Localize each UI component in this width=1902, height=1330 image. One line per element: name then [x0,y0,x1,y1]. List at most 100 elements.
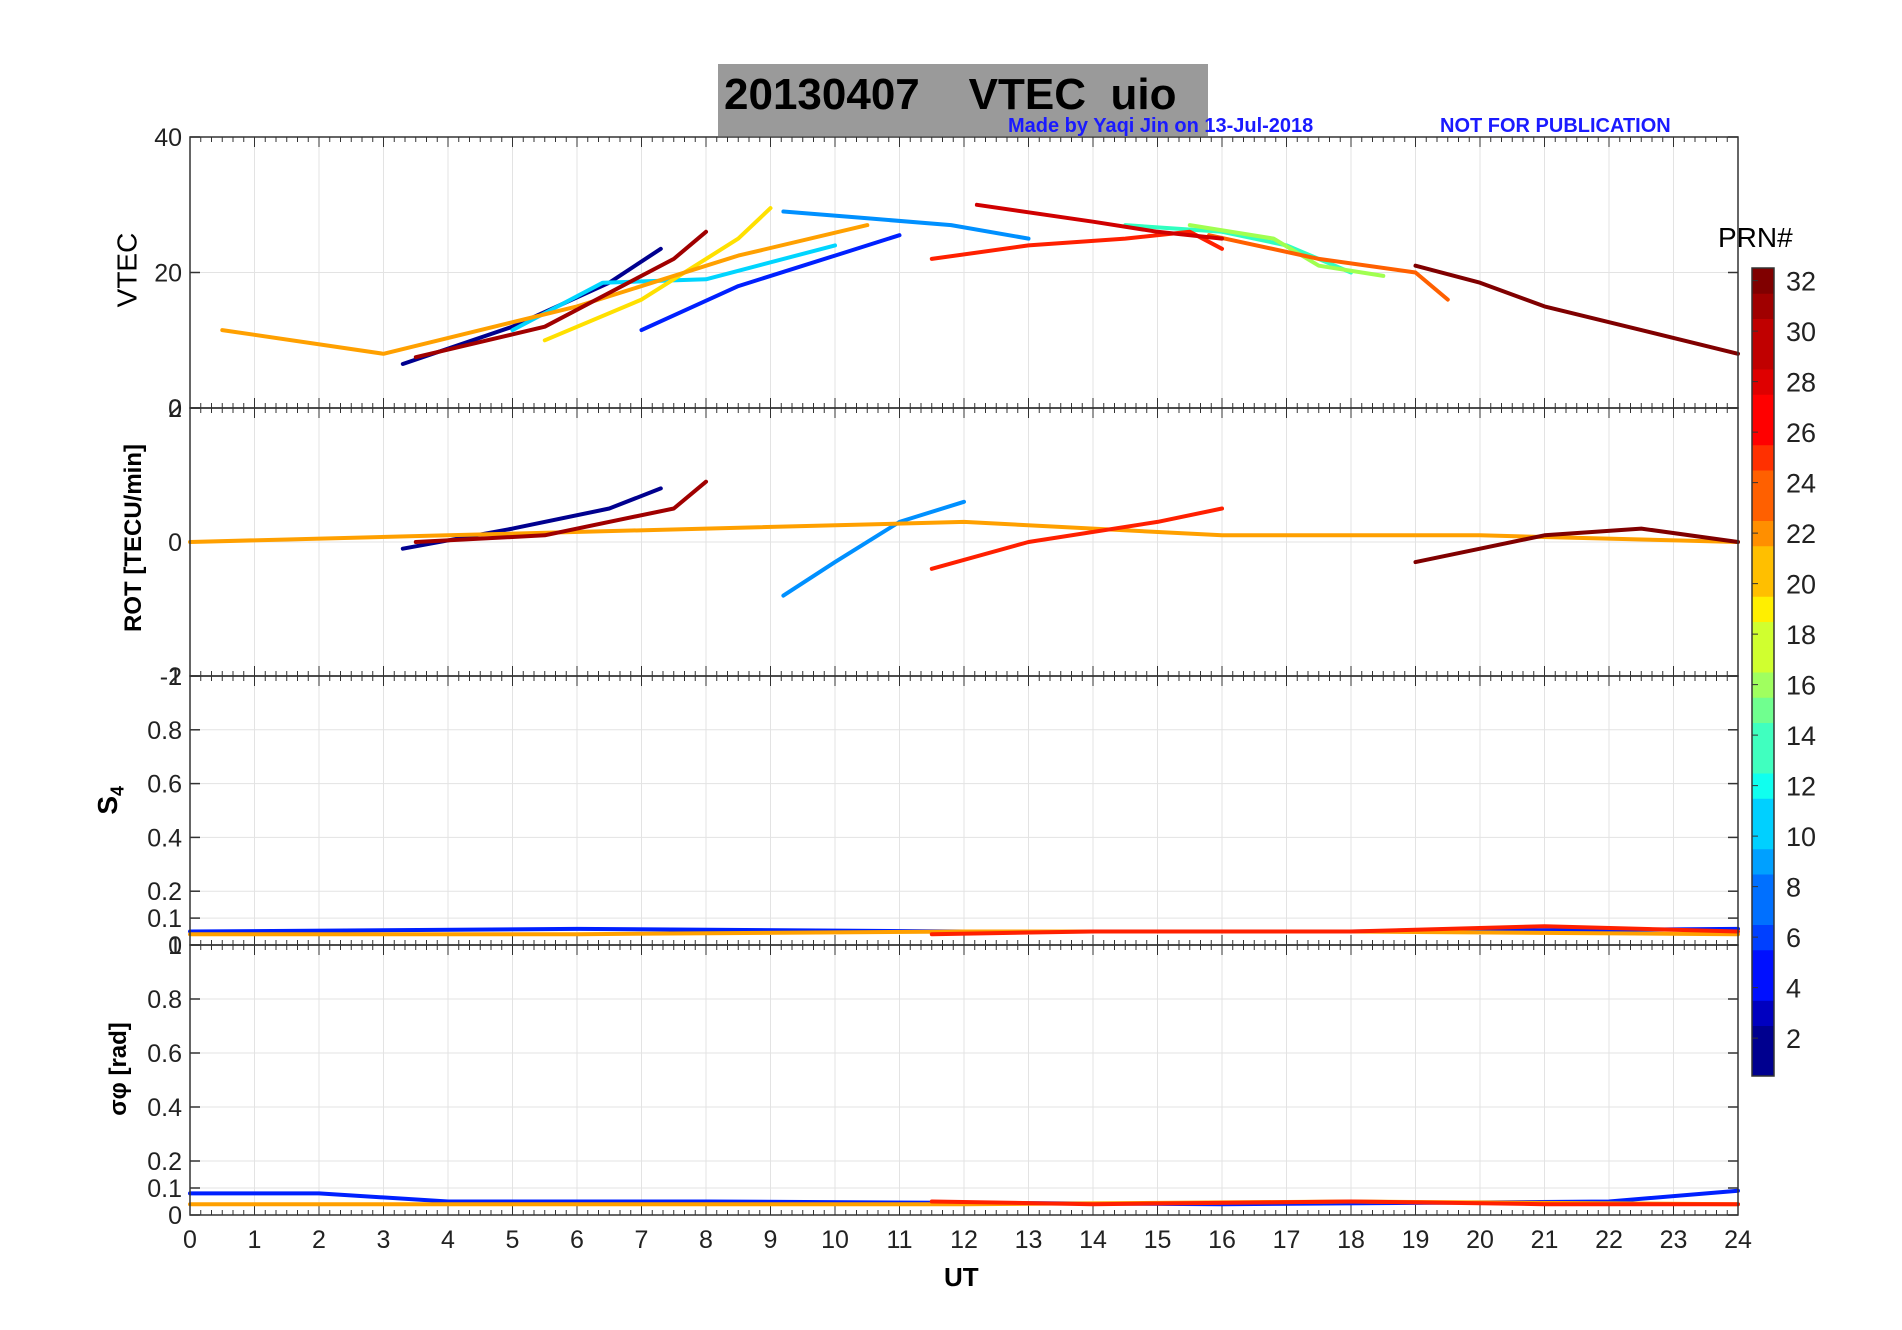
x-tick-label: 1 [248,1226,262,1254]
series-line [188,519,1740,544]
colorbar-tick-label: 16 [1786,671,1816,701]
colorbar-segment [1752,571,1774,597]
title-box [718,64,1208,136]
colorbar-segment [1752,520,1774,547]
colorbar-tick-label: 28 [1786,368,1816,398]
colorbar-segment [1752,924,1774,951]
x-tick-label: 19 [1402,1226,1430,1254]
x-tick-label: 3 [377,1226,391,1254]
colorbar-segment [1752,672,1774,698]
x-tick-label: 16 [1208,1226,1236,1254]
x-tick-label: 18 [1337,1226,1365,1254]
rot-ylabel: ROT [TECU/min] [119,444,147,632]
colorbar-frame [1751,267,1775,1077]
y-tick-label: 1 [168,663,182,691]
colorbar-tick-label: 10 [1786,822,1816,852]
panel-s4: 00.10.2 0.4 0.6 0.8 1 [147,663,1740,960]
title-product: VTEC [968,70,1087,119]
panel-vtec: 0 20 40 [154,124,1740,423]
y-tick-label: 0.2 [147,1148,182,1176]
y-tick-label: 0.8 [147,986,182,1014]
colorbar-segment [1752,1025,1774,1052]
series-line [781,209,1031,241]
colorbar-tick-label: 14 [1786,721,1816,751]
colorbar-segment [1752,293,1774,319]
y-tick-label: 0 [168,1202,182,1230]
colorbar-tick-label: 6 [1786,923,1801,953]
colorbar-tick-label: 22 [1786,519,1816,549]
colorbar-segment [1752,444,1774,471]
x-tick-label: 5 [506,1226,520,1254]
colorbar-tick-label: 32 [1786,267,1816,297]
axes-box [189,944,1739,1216]
colorbar-tick-label: 30 [1786,317,1816,347]
series-line [1207,233,1450,302]
colorbar-segment [1752,646,1774,673]
colorbar-segment [1752,848,1774,875]
credit-warning: NOT FOR PUBLICATION [1440,115,1671,137]
x-tick-label: 4 [441,1226,455,1254]
colorbar-segment [1752,949,1774,976]
y-tick-label: 1 [168,932,182,960]
series-line [220,223,870,356]
y-tick-label: 40 [154,124,182,152]
y-tick-label: 2 [168,395,182,423]
x-tick-label: 15 [1144,1226,1172,1254]
colorbar-segment [1752,495,1774,521]
x-tick-label: 12 [950,1226,978,1254]
colorbar-segment [1752,394,1774,420]
colorbar-segment [1752,621,1774,648]
y-tick-label: 0.8 [147,717,182,745]
colorbar-segment [1752,823,1774,850]
x-tick-label: 10 [821,1226,849,1254]
x-tick-label: 2 [312,1226,326,1254]
x-tick-label: 7 [635,1226,649,1254]
colorbar-tick-label: 24 [1786,469,1816,499]
colorbar-segment [1752,470,1774,496]
series-line [639,233,902,333]
colorbar-segment [1752,318,1774,345]
y-tick-label: 0.2 [147,878,182,906]
x-tick-label: 8 [699,1226,713,1254]
colorbar-segment [1752,899,1774,925]
colorbar-segment [1752,798,1774,824]
series-line [413,229,708,360]
credit-author: Made by Yaqi Jin on 13-Jul-2018 [1008,115,1314,137]
colorbar-tick-label: 12 [1786,772,1816,802]
y-tick-label: 0.4 [147,824,182,852]
colorbar-tick-label: 18 [1786,620,1816,650]
panel-sigma_phi: 00.10.20.40.60.81 [147,932,1740,1230]
colorbar-segment [1752,596,1774,622]
y-tick-label: 0.6 [147,1040,182,1068]
y-tick-label: 20 [154,260,182,288]
colorbar-tick-label: 2 [1786,1024,1801,1054]
colorbar-segment [1752,874,1774,900]
figure-title: 20130407 VTEC uio [724,70,1176,120]
colorbar-segment [1752,1000,1774,1026]
colorbar-segment [1752,369,1774,395]
series-line [929,1199,1740,1207]
colorbar-segment [1752,697,1774,723]
colorbar-segment [1752,975,1774,1001]
x-tick-label: 6 [570,1226,584,1254]
y-tick-label: 0 [168,932,182,960]
series-line [781,499,966,598]
y-tick-label: 0 [168,529,182,557]
y-tick-label: 0.6 [147,771,182,799]
panel-rot: -2 0 2 [160,395,1740,691]
y-tick-label: 0.1 [147,1175,182,1203]
x-tick-label: 22 [1595,1226,1623,1254]
title-date: 20130407 [724,70,920,119]
colorbar-segment [1752,1050,1774,1077]
y-tick-label: 0.1 [147,905,182,933]
series-line [413,479,708,544]
series-line [974,202,1224,241]
y-tick-label: -2 [160,663,182,691]
s4-ylabel: S4 [92,785,128,815]
y-tick-label: 0.4 [147,1094,182,1122]
colorbar-tick-label: 4 [1786,974,1801,1004]
colorbar-segment [1752,419,1774,446]
colorbar-tick-label: 8 [1786,873,1801,903]
colorbar-title: PRN# [1718,222,1793,253]
